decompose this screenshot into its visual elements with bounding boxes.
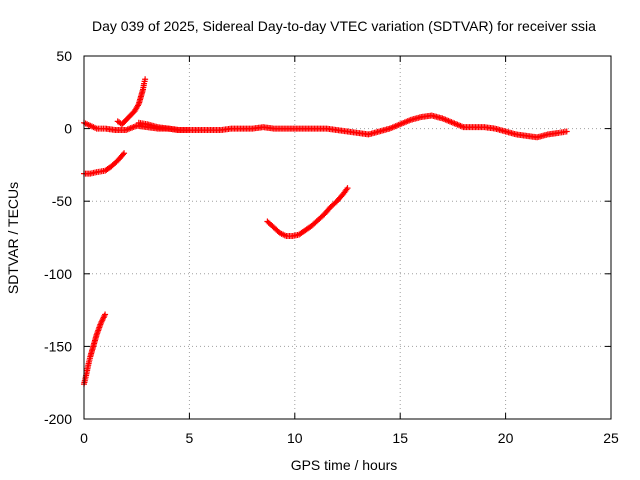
y-tick-label: 50: [56, 48, 72, 64]
data-point: [119, 151, 126, 158]
x-axis-label: GPS time / hours: [291, 457, 398, 473]
y-tick-label: -50: [52, 193, 72, 209]
data-points: [81, 76, 570, 388]
x-tick-label: 10: [287, 430, 303, 446]
data-point: [121, 150, 128, 157]
y-axis-label: SDTVAR / TECUs: [5, 182, 21, 294]
x-tick-label: 20: [498, 430, 514, 446]
data-point: [186, 127, 193, 134]
x-tick-label: 25: [603, 430, 619, 446]
y-tick-label: -200: [44, 411, 72, 427]
chart-title: Day 039 of 2025, Sidereal Day-to-day VTE…: [92, 18, 596, 34]
x-tick-label: 5: [186, 430, 194, 446]
plot-frame: [83, 55, 612, 420]
data-point: [142, 76, 149, 83]
grid-lines: [84, 56, 611, 419]
x-tick-label: 0: [80, 430, 88, 446]
y-tick-label: -150: [44, 338, 72, 354]
y-tick-label: -100: [44, 266, 72, 282]
y-tick-label: 0: [64, 121, 72, 137]
data-point: [563, 128, 570, 135]
data-point: [102, 311, 109, 318]
x-tick-label: 15: [392, 430, 408, 446]
data-point: [344, 185, 351, 192]
tick-labels: 0 5 10 15 20 25 50 0 -50 -100 -150 -200: [44, 48, 619, 446]
